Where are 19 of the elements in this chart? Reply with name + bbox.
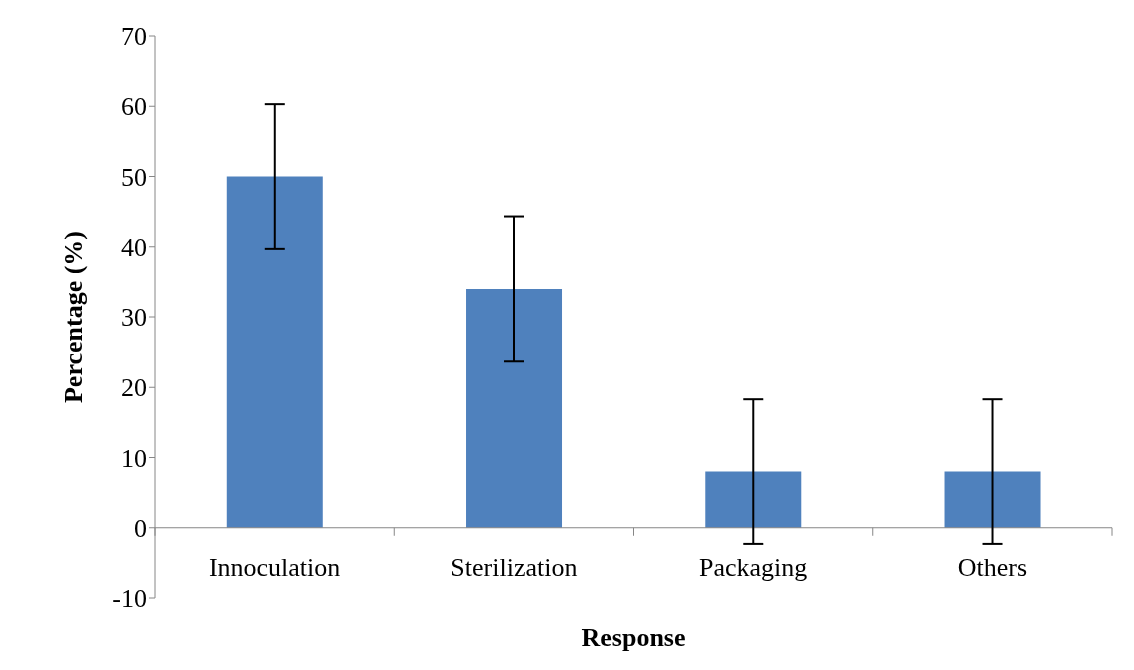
x-tick-label: Packaging [698, 552, 808, 582]
x-axis-title: Response [581, 623, 686, 652]
y-tick-label: 70 [121, 22, 147, 52]
y-tick-label: 60 [121, 92, 147, 122]
y-tick-label: 0 [134, 513, 147, 543]
bar [944, 471, 1041, 528]
y-tick-label: 40 [121, 232, 147, 262]
y-tick-label: -10 [112, 584, 147, 614]
bar [466, 288, 563, 528]
y-axis-title: Percentage (%) [59, 230, 89, 404]
y-tick-label: 50 [121, 162, 147, 192]
x-tick-label: Sterilization [450, 552, 578, 582]
bar [705, 471, 802, 528]
y-tick-label: 30 [121, 303, 147, 333]
y-tick-label: 10 [121, 443, 147, 473]
bar [226, 176, 323, 528]
x-tick-label: Others [957, 552, 1028, 582]
x-tick-label: Innoculation [208, 552, 341, 582]
y-tick-label: 20 [121, 373, 147, 403]
